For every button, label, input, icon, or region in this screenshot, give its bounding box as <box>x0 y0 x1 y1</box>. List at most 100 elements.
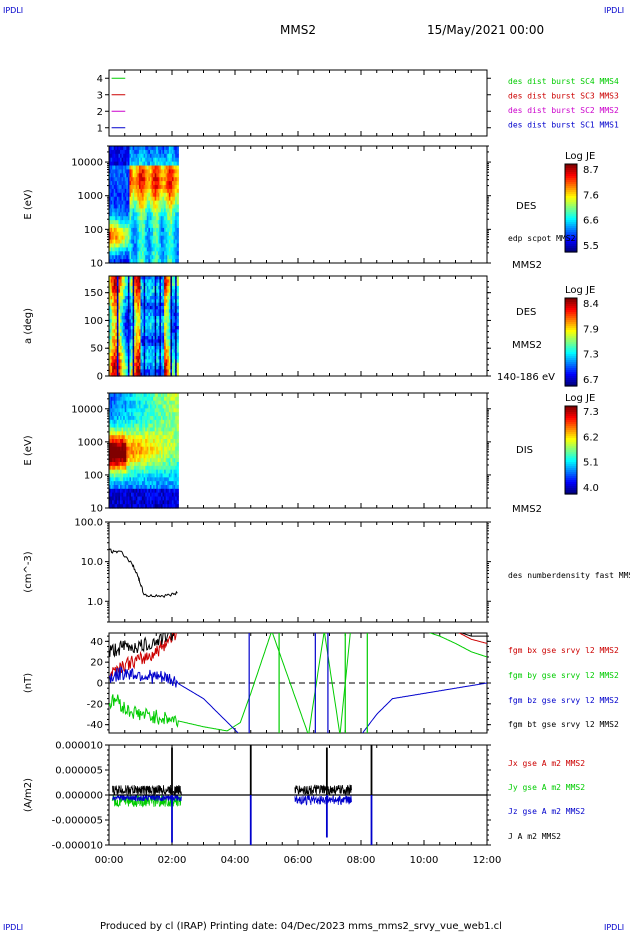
spectrogram-cell <box>124 200 127 206</box>
spectrogram-cell <box>172 276 175 280</box>
spectrogram-cell <box>149 412 153 417</box>
spectrogram-cell <box>116 299 120 304</box>
spectrogram-cell <box>148 339 151 344</box>
spectrogram-cell <box>113 469 116 475</box>
spectrogram-cell <box>173 208 176 213</box>
spectrogram-cell <box>118 299 121 304</box>
spectrogram-cell <box>168 299 172 304</box>
spectrogram-cell <box>149 500 153 505</box>
spectrogram-cell <box>142 255 145 260</box>
spectrogram-cell <box>151 342 154 347</box>
spectrogram-cell <box>115 477 118 482</box>
spectrogram-cell <box>143 149 146 155</box>
spectrogram-cell <box>154 496 157 501</box>
spectrogram-cell <box>129 400 132 406</box>
spectrogram-cell <box>132 427 135 432</box>
spectrogram-cell <box>156 188 159 194</box>
spectrogram-cell <box>172 235 175 241</box>
spectrogram-cell <box>156 473 159 478</box>
spectrogram-cell <box>164 369 167 374</box>
spectrogram-cell <box>132 462 135 467</box>
spectrogram-cell <box>160 309 164 314</box>
spectrogram-cell <box>159 292 162 297</box>
spectrogram-cell <box>124 332 127 337</box>
spectrogram-cell <box>140 181 143 186</box>
spectrogram-cell <box>159 319 162 324</box>
spectrogram-cell <box>113 372 116 377</box>
spectrogram-cell <box>154 286 157 290</box>
spectrogram-cell <box>151 235 154 241</box>
spectrogram-cell <box>110 485 113 490</box>
spectrogram-cell <box>172 488 175 494</box>
spectrogram-cell <box>137 146 140 151</box>
spectrogram-cell <box>164 481 167 486</box>
y-tick-label: -0.000010 <box>52 841 103 852</box>
spectrogram-cell <box>123 165 126 170</box>
spectrogram-cell <box>132 212 135 217</box>
spectrogram-cell <box>110 346 113 350</box>
spectrogram-cell <box>156 204 159 209</box>
spectrogram-cell <box>154 247 157 252</box>
spectrogram-cell <box>124 231 127 237</box>
spectrogram-cell <box>170 342 173 347</box>
spectrogram-cell <box>137 359 140 364</box>
spectrogram-cell <box>110 393 113 398</box>
spectrogram-cell <box>165 319 168 324</box>
spectrogram-cell <box>131 462 134 467</box>
spectrogram-cell <box>159 500 162 505</box>
y-tick-label: 10.0 <box>81 557 103 568</box>
spectrogram-cell <box>143 326 146 330</box>
spectrogram-cell <box>142 316 145 320</box>
spectrogram-cell <box>137 220 140 225</box>
spectrogram-cell <box>113 302 116 307</box>
spectrogram-cell <box>148 157 151 163</box>
colorbar-swatch <box>565 470 577 473</box>
spectrogram-cell <box>170 488 173 494</box>
spectrogram-cell <box>126 362 129 367</box>
spectrogram-cell <box>176 322 179 327</box>
spectrogram-cell <box>127 423 131 429</box>
spectrogram-cell <box>135 488 138 494</box>
spectrogram-cell <box>140 372 143 377</box>
spectrogram-cell <box>173 239 176 245</box>
spectrogram-cell <box>121 296 124 300</box>
spectrogram-cell <box>175 423 178 429</box>
spectrogram-cell <box>138 454 142 459</box>
spectrogram-cell <box>162 192 165 198</box>
spectrogram-cell <box>118 192 121 198</box>
spectrogram-cell <box>162 400 165 406</box>
spectrogram-cell <box>109 492 112 498</box>
spectrogram-cell <box>160 255 164 260</box>
spectrogram-cell <box>123 200 126 206</box>
spectrogram-cell <box>148 208 151 213</box>
spectrogram-cell <box>120 220 123 225</box>
spectrogram-cell <box>110 477 113 482</box>
spectrogram-cell <box>123 282 126 287</box>
spectrogram-cell <box>120 255 123 260</box>
spectrogram-cell <box>123 292 126 297</box>
spectrogram-cell <box>145 458 148 463</box>
spectrogram-cell <box>176 181 179 186</box>
spectrogram-cell <box>145 306 148 310</box>
spectrogram-cell <box>173 322 176 327</box>
spectrogram-cell <box>110 212 113 217</box>
spectrogram-cell <box>168 419 172 425</box>
spectrogram-cell <box>159 177 162 182</box>
spectrogram-cell <box>124 153 127 159</box>
spectrogram-cell <box>157 500 160 505</box>
spectrogram-cell <box>109 462 112 467</box>
spectrogram-cell <box>124 296 127 300</box>
spectrogram-cell <box>110 243 113 248</box>
spectrogram-cell <box>129 224 132 229</box>
spectrogram-cell <box>135 322 138 327</box>
spectrogram-cell <box>121 442 124 448</box>
spectrogram-cell <box>132 165 135 170</box>
spectrogram-cell <box>176 255 179 260</box>
spectrogram-cell <box>126 282 129 287</box>
spectrogram-cell <box>146 247 149 252</box>
spectrogram-cell <box>132 153 135 159</box>
density-panel-frame <box>108 521 488 623</box>
spectrogram-cell <box>162 177 165 182</box>
spectrogram-cell <box>121 316 124 320</box>
spectrogram-cell <box>109 224 112 229</box>
